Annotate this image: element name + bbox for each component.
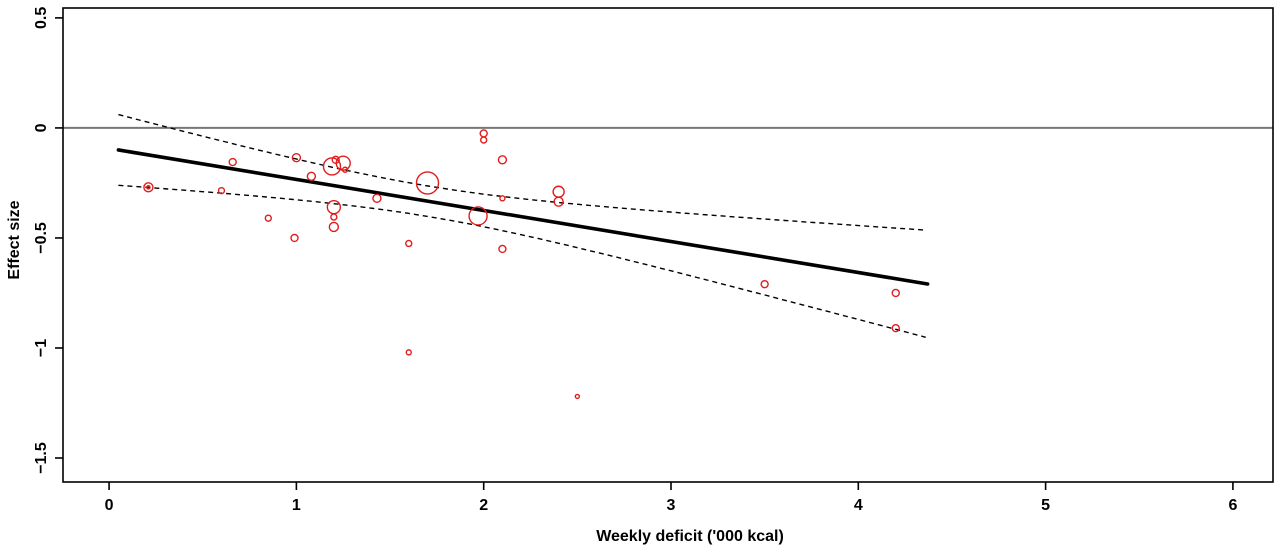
data-point (228, 157, 237, 167)
data-point (405, 349, 412, 356)
data-point (306, 171, 317, 182)
x-tick-label: 6 (1228, 497, 1237, 514)
x-tick-label: 2 (479, 497, 488, 514)
data-point (264, 214, 272, 222)
data-point (760, 279, 769, 289)
data-point (468, 206, 488, 226)
data-point (479, 129, 488, 138)
data-point (331, 155, 340, 165)
data-point (891, 323, 900, 333)
data-point (574, 393, 581, 400)
data-point (143, 182, 154, 193)
data-point (372, 193, 382, 204)
data-point (290, 233, 299, 243)
data-point (326, 199, 342, 215)
data-point (405, 239, 413, 248)
x-axis-title: Weekly deficit ('000 kcal) (596, 528, 784, 545)
x-tick-label: 5 (1041, 497, 1050, 514)
data-point (217, 186, 226, 195)
x-tick-label: 0 (105, 497, 114, 514)
data-point (553, 196, 564, 207)
data-point (499, 195, 506, 202)
y-tick-label: −1.5 (33, 442, 50, 474)
data-point (328, 221, 340, 233)
chart-generated-layer: 0 1 2 3 4 5 6 0.5 0 −0.5 −1 −1.5 (33, 7, 1274, 514)
ci-upper-line (118, 113, 926, 231)
regression-line (116, 148, 930, 286)
x-tick-label: 3 (667, 497, 676, 514)
data-point (891, 288, 900, 298)
ci-lower-line (118, 184, 926, 338)
data-point (479, 136, 488, 144)
data-point (497, 155, 508, 165)
data-point (330, 213, 338, 221)
y-tick-label: −1 (33, 339, 50, 357)
data-point (498, 244, 507, 254)
x-tick-label: 1 (292, 497, 301, 514)
data-point (415, 171, 440, 195)
data-point (146, 185, 151, 190)
data-point (341, 166, 349, 173)
y-tick-label: −0.5 (33, 222, 50, 254)
x-tick-label: 4 (854, 497, 863, 514)
plot-box (62, 7, 1274, 483)
y-tick-label: 0.5 (33, 7, 50, 29)
data-point (291, 152, 302, 163)
y-axis-title: Effect size (6, 200, 23, 279)
y-tick-label: 0 (33, 123, 50, 132)
data-point (552, 185, 565, 198)
